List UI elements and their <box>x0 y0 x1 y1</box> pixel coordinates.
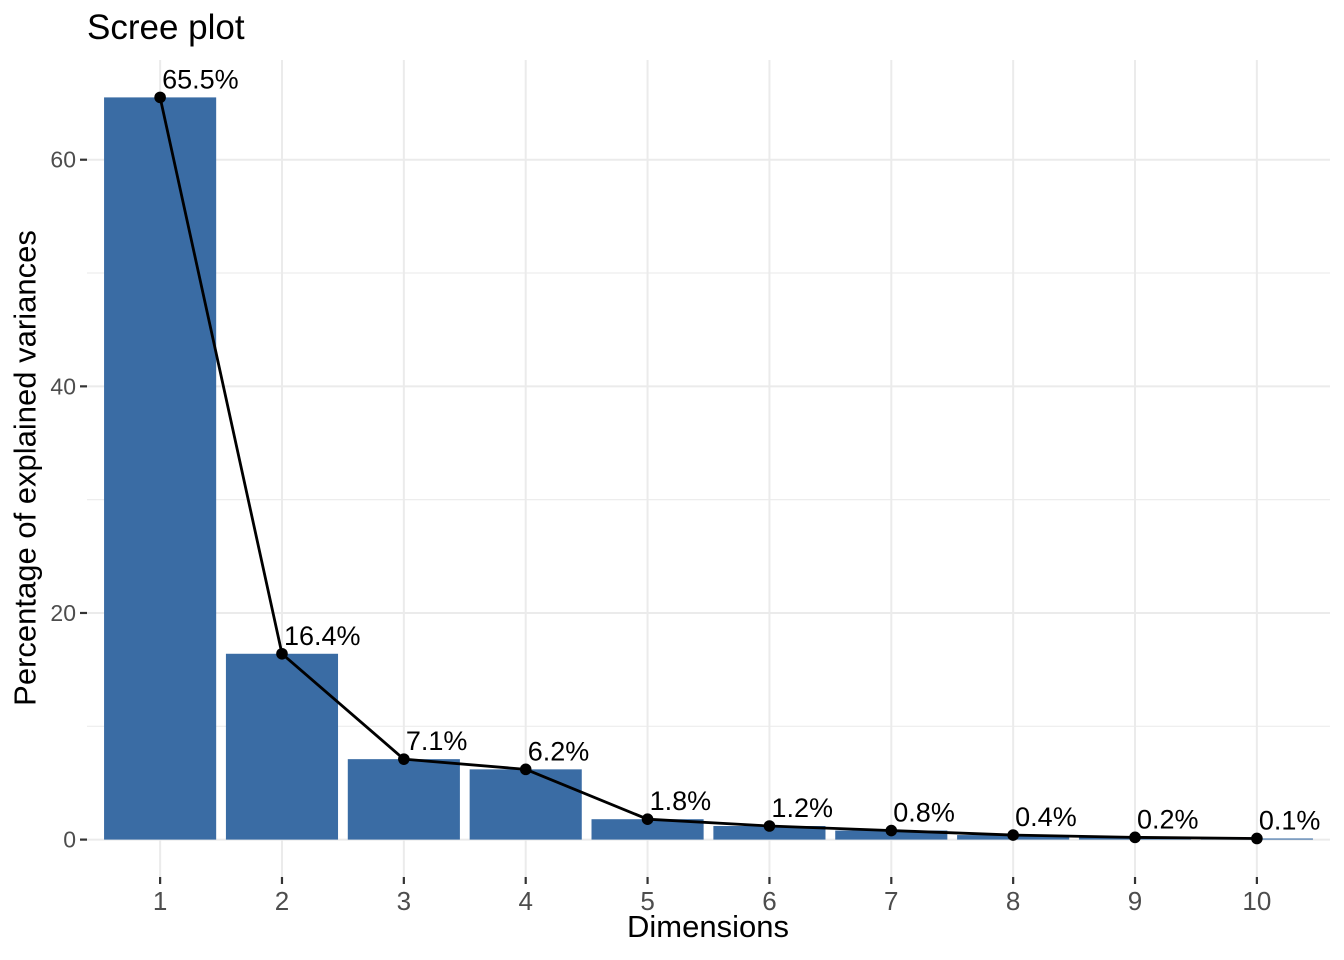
data-point <box>641 813 654 826</box>
point-labels: 65.5% 16.4% 7.1% 6.2% 1.8% 1.2% 0.8% 0.4% 0.2% 0.… <box>162 64 1320 835</box>
data-point <box>885 824 898 837</box>
bar <box>469 769 582 840</box>
point-label: 6.2% <box>528 736 590 766</box>
point-label: 1.2% <box>771 793 833 823</box>
y-tick-label: 60 <box>50 147 76 173</box>
bar <box>713 826 826 840</box>
bars <box>104 97 1313 840</box>
data-point <box>519 763 532 776</box>
point-label: 65.5% <box>162 64 239 94</box>
variance-line <box>158 95 1259 840</box>
x-tick-label: 9 <box>1128 886 1142 916</box>
x-tick-label: 1 <box>153 886 167 916</box>
point-label: 7.1% <box>406 726 468 756</box>
point-label: 0.1% <box>1259 805 1321 835</box>
data-point <box>763 820 776 832</box>
x-tick-label: 4 <box>518 886 532 916</box>
y-tick-label: 20 <box>50 600 76 626</box>
bar <box>225 653 339 840</box>
x-tick-label: 6 <box>762 886 776 916</box>
point-label: 0.2% <box>1137 804 1199 834</box>
data-point <box>1007 829 1019 841</box>
point-label: 1.8% <box>650 786 712 816</box>
x-tick-label: 3 <box>397 886 411 916</box>
y-tick-label: 0 <box>63 827 76 853</box>
data-point <box>276 647 288 660</box>
data-point <box>154 91 166 104</box>
x-tick-label: 7 <box>884 886 898 916</box>
bar <box>347 759 460 840</box>
axis-ticks <box>80 158 1258 884</box>
x-tick-label: 2 <box>275 886 289 916</box>
y-tick-label: 40 <box>50 373 76 399</box>
bar <box>104 97 217 840</box>
point-label: 0.8% <box>893 798 955 828</box>
data-point <box>1129 831 1141 844</box>
x-tick-label: 5 <box>640 886 654 916</box>
y-axis-title: Percentage of explained variances <box>7 230 43 706</box>
variance-polyline <box>158 95 1259 840</box>
x-axis-title: Dimensions <box>627 909 789 944</box>
x-tick-label: 8 <box>1006 886 1020 916</box>
data-point <box>398 753 410 765</box>
point-label: 0.4% <box>1015 802 1077 832</box>
point-label: 16.4% <box>284 621 361 651</box>
x-tick-label: 10 <box>1242 886 1271 916</box>
y-tick-labels: 0 20 40 60 <box>50 147 76 853</box>
x-tick-labels: 1 2 3 4 5 6 7 8 9 10 <box>153 886 1271 916</box>
variance-points <box>154 91 1263 845</box>
data-point <box>1251 832 1263 845</box>
chart-title: Scree plot <box>87 8 245 47</box>
bar <box>591 819 704 840</box>
